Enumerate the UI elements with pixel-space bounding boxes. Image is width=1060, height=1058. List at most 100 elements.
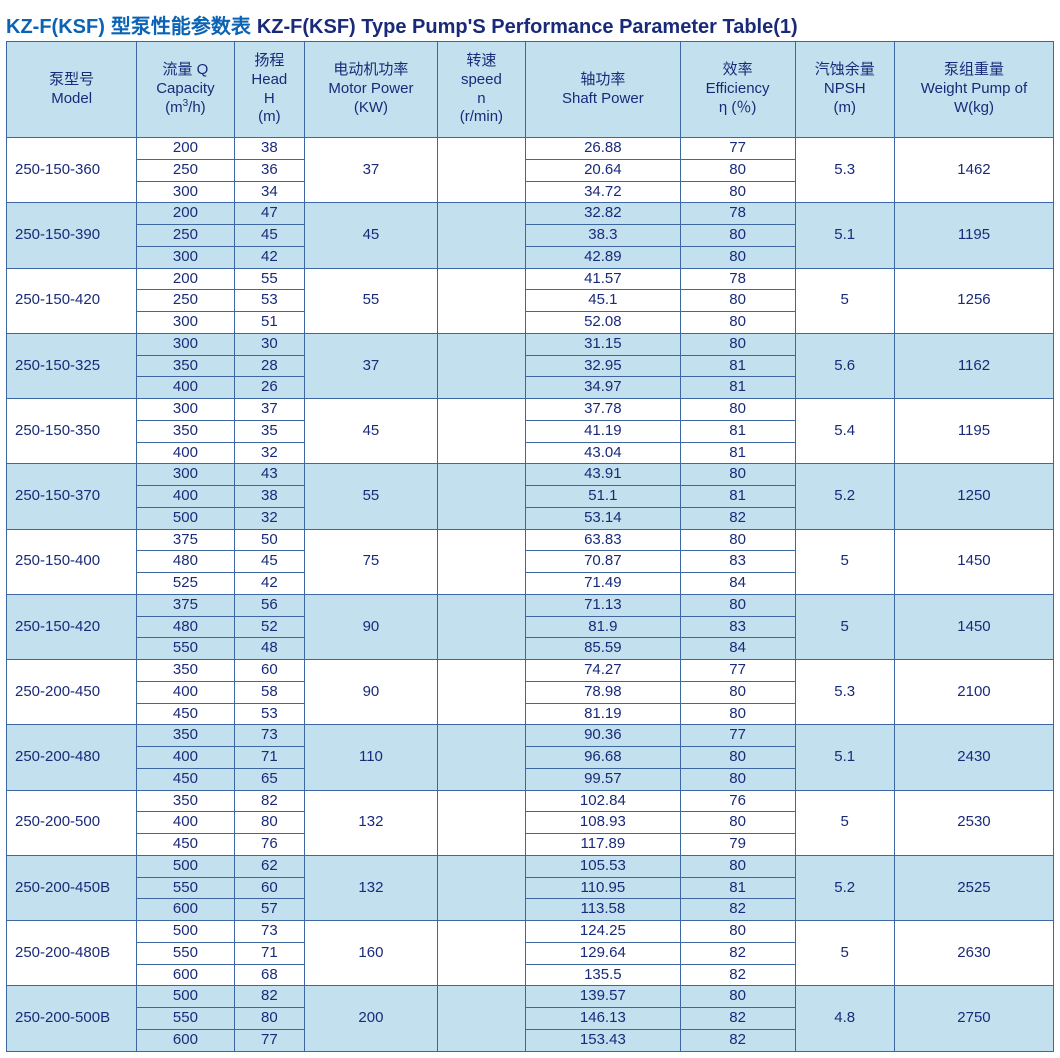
cell: 78.98 (526, 681, 681, 703)
cell: 5 (795, 268, 894, 333)
cell: 250 (137, 290, 234, 312)
cell: 480 (137, 616, 234, 638)
cell: 45 (234, 225, 305, 247)
cell (437, 660, 525, 725)
table-row: 250-200-450B50062132105.53805.22525 (7, 855, 1054, 877)
cell: 82 (680, 964, 795, 986)
cell: 34.97 (526, 377, 681, 399)
cell: 71 (234, 942, 305, 964)
title-zh-prefix: KZ-F(KSF) (6, 16, 105, 39)
cell: 43.04 (526, 442, 681, 464)
cell: 82 (680, 507, 795, 529)
cell: 5.2 (795, 464, 894, 529)
cell: 153.43 (526, 1029, 681, 1051)
cell: 550 (137, 877, 234, 899)
cell: 350 (137, 725, 234, 747)
cell: 250-150-390 (7, 203, 137, 268)
cell: 32 (234, 442, 305, 464)
cell: 82 (680, 1008, 795, 1030)
cell: 38.3 (526, 225, 681, 247)
cell: 200 (137, 203, 234, 225)
cell: 77 (234, 1029, 305, 1051)
cell: 5.6 (795, 333, 894, 398)
cell: 52 (234, 616, 305, 638)
cell: 79 (680, 834, 795, 856)
cell: 250-200-450 (7, 660, 137, 725)
cell: 2430 (894, 725, 1053, 790)
cell: 42 (234, 246, 305, 268)
cell: 82 (234, 986, 305, 1008)
cell: 62 (234, 855, 305, 877)
cell: 41.57 (526, 268, 681, 290)
cell: 76 (234, 834, 305, 856)
cell: 47 (234, 203, 305, 225)
cell: 139.57 (526, 986, 681, 1008)
cell: 74.27 (526, 660, 681, 682)
parameter-table: 泵型号Model流量 QCapacity(m3/h)扬程HeadH(m)电动机功… (6, 41, 1054, 1052)
cell: 80 (680, 855, 795, 877)
cell: 71.49 (526, 573, 681, 595)
cell: 80 (680, 333, 795, 355)
cell: 37 (305, 333, 438, 398)
cell: 300 (137, 333, 234, 355)
cell: 53.14 (526, 507, 681, 529)
table-row: 250-200-450350609074.27775.32100 (7, 660, 1054, 682)
table-row: 250-150-360200383726.88775.31462 (7, 138, 1054, 160)
cell: 82 (680, 899, 795, 921)
cell: 250-150-370 (7, 464, 137, 529)
cell: 1462 (894, 138, 1053, 203)
cell: 600 (137, 964, 234, 986)
table-row: 250-150-325300303731.15805.61162 (7, 333, 1054, 355)
cell: 84 (680, 573, 795, 595)
cell: 77 (680, 138, 795, 160)
cell: 37 (234, 399, 305, 421)
cell: 34 (234, 181, 305, 203)
cell: 600 (137, 899, 234, 921)
cell: 108.93 (526, 812, 681, 834)
cell: 300 (137, 181, 234, 203)
cell: 450 (137, 768, 234, 790)
cell: 96.68 (526, 747, 681, 769)
cell: 81 (680, 877, 795, 899)
cell (437, 529, 525, 594)
cell: 1162 (894, 333, 1053, 398)
cell: 5.1 (795, 203, 894, 268)
cell: 102.84 (526, 790, 681, 812)
cell: 250-200-450B (7, 855, 137, 920)
table-body: 250-150-360200383726.88775.314622503620.… (7, 138, 1054, 1052)
table-row: 250-200-50035082132102.847652530 (7, 790, 1054, 812)
cell: 30 (234, 333, 305, 355)
cell: 81 (680, 355, 795, 377)
cell: 45 (234, 551, 305, 573)
cell: 73 (234, 725, 305, 747)
cell: 5.1 (795, 725, 894, 790)
cell: 81 (680, 377, 795, 399)
cell: 60 (234, 877, 305, 899)
cell: 82 (234, 790, 305, 812)
cell: 45 (305, 399, 438, 464)
cell: 250 (137, 159, 234, 181)
cell: 90 (305, 660, 438, 725)
cell: 28 (234, 355, 305, 377)
cell (437, 138, 525, 203)
cell: 450 (137, 834, 234, 856)
cell: 81.9 (526, 616, 681, 638)
cell: 38 (234, 138, 305, 160)
cell: 83 (680, 616, 795, 638)
page-title: KZ-F(KSF) 型泵性能参数表 KZ-F(KSF) Type Pump'S … (6, 6, 1054, 41)
cell: 550 (137, 1008, 234, 1030)
cell: 1450 (894, 594, 1053, 659)
table-header: 泵型号Model流量 QCapacity(m3/h)扬程HeadH(m)电动机功… (7, 42, 1054, 138)
cell: 1256 (894, 268, 1053, 333)
cell: 82 (680, 1029, 795, 1051)
cell: 5 (795, 594, 894, 659)
cell: 55 (305, 464, 438, 529)
column-header: 转速speedn(r/min) (437, 42, 525, 138)
cell: 58 (234, 681, 305, 703)
cell: 80 (680, 529, 795, 551)
cell: 83 (680, 551, 795, 573)
cell: 35 (234, 420, 305, 442)
cell: 31.15 (526, 333, 681, 355)
cell: 80 (680, 921, 795, 943)
cell: 80 (680, 768, 795, 790)
